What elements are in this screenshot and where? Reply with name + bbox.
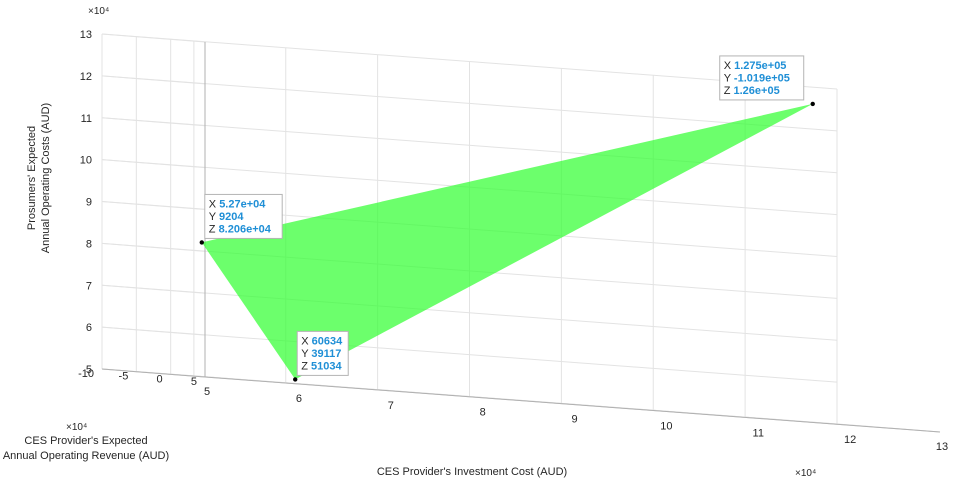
z-axis-label-line2: Annual Operating Costs (AUD) (40, 103, 52, 253)
data-point[interactable] (293, 377, 298, 382)
y-axis-exponent: ×10⁴ (66, 422, 87, 433)
x-axis-exponent: ×10⁴ (795, 468, 816, 479)
x-tick-label: 9 (571, 414, 577, 426)
grid-line (101, 117, 206, 127)
grid-line (101, 242, 206, 252)
z-tick-label: 7 (86, 280, 92, 292)
x-tick-label: 7 (388, 400, 394, 412)
x-tick-label: 10 (660, 420, 672, 432)
grid-line (101, 326, 838, 383)
datatip-row: Y -1.019e+05 (724, 72, 790, 84)
x-tick-label: 11 (753, 427, 764, 439)
z-tick-label: 10 (80, 155, 92, 167)
z-tick-label: 6 (86, 322, 92, 334)
datatip-row: Z 51034 (301, 360, 342, 372)
datatip-box (719, 55, 805, 101)
x-axis-line (204, 376, 941, 433)
x-tick-label: 8 (480, 407, 486, 419)
grid-line (101, 75, 206, 85)
z-axis-exponent: ×10⁴ (88, 6, 109, 17)
data-point[interactable] (199, 240, 204, 245)
datatip-box (204, 193, 283, 239)
z-axis-label-line1: Prosumers' Expected (26, 126, 38, 230)
y-axis-label-line2: Annual Operating Revenue (AUD) (3, 450, 169, 462)
y-axis-line (101, 368, 206, 378)
grid-line (101, 201, 206, 210)
grid-line (101, 326, 206, 336)
surface-layer (199, 101, 815, 382)
y-tick-label: 5 (191, 376, 197, 388)
grid-line (101, 75, 838, 132)
datatip-row: Z 8.206e+04 (209, 223, 272, 235)
grid-line (101, 284, 838, 341)
x-tick-label: 12 (844, 434, 856, 446)
datatip-row: Y 9204 (209, 211, 245, 223)
grid-line (101, 159, 206, 169)
y-axis-label-line1: CES Provider's Expected (24, 435, 147, 447)
grid-line (101, 117, 838, 174)
y-tick-label: -5 (119, 371, 129, 383)
datatip[interactable]: X 1.275e+05Y -1.019e+05Z 1.26e+05 (719, 55, 805, 101)
datatip-row: X 5.27e+04 (209, 198, 266, 210)
datatip-row: X 1.275e+05 (724, 60, 787, 72)
datatip-row: Z 1.26e+05 (724, 85, 780, 97)
y-tick-label: 0 (157, 373, 163, 385)
grid-line (101, 33, 838, 90)
data-point[interactable] (810, 101, 815, 107)
y-tick-label: -10 (78, 368, 94, 380)
grid-line (101, 33, 206, 43)
datatip-row: X 60634 (301, 335, 343, 347)
x-tick-label: 5 (204, 386, 210, 398)
z-tick-label: 9 (86, 197, 92, 209)
x-axis-label: CES Provider's Investment Cost (AUD) (377, 466, 567, 478)
x-tick-label: 13 (936, 441, 948, 453)
z-tick-label: 8 (86, 238, 92, 250)
surface-patch (201, 103, 813, 380)
datatip-row: Y 39117 (301, 348, 341, 360)
z-tick-label: 11 (81, 113, 92, 125)
z-tick-label: 13 (80, 29, 92, 41)
x-tick-label: 6 (296, 393, 302, 405)
grid-line (101, 284, 206, 294)
datatip-box (296, 330, 349, 376)
z-tick-label: 5 (86, 364, 92, 376)
z-tick-label: 12 (80, 71, 92, 83)
